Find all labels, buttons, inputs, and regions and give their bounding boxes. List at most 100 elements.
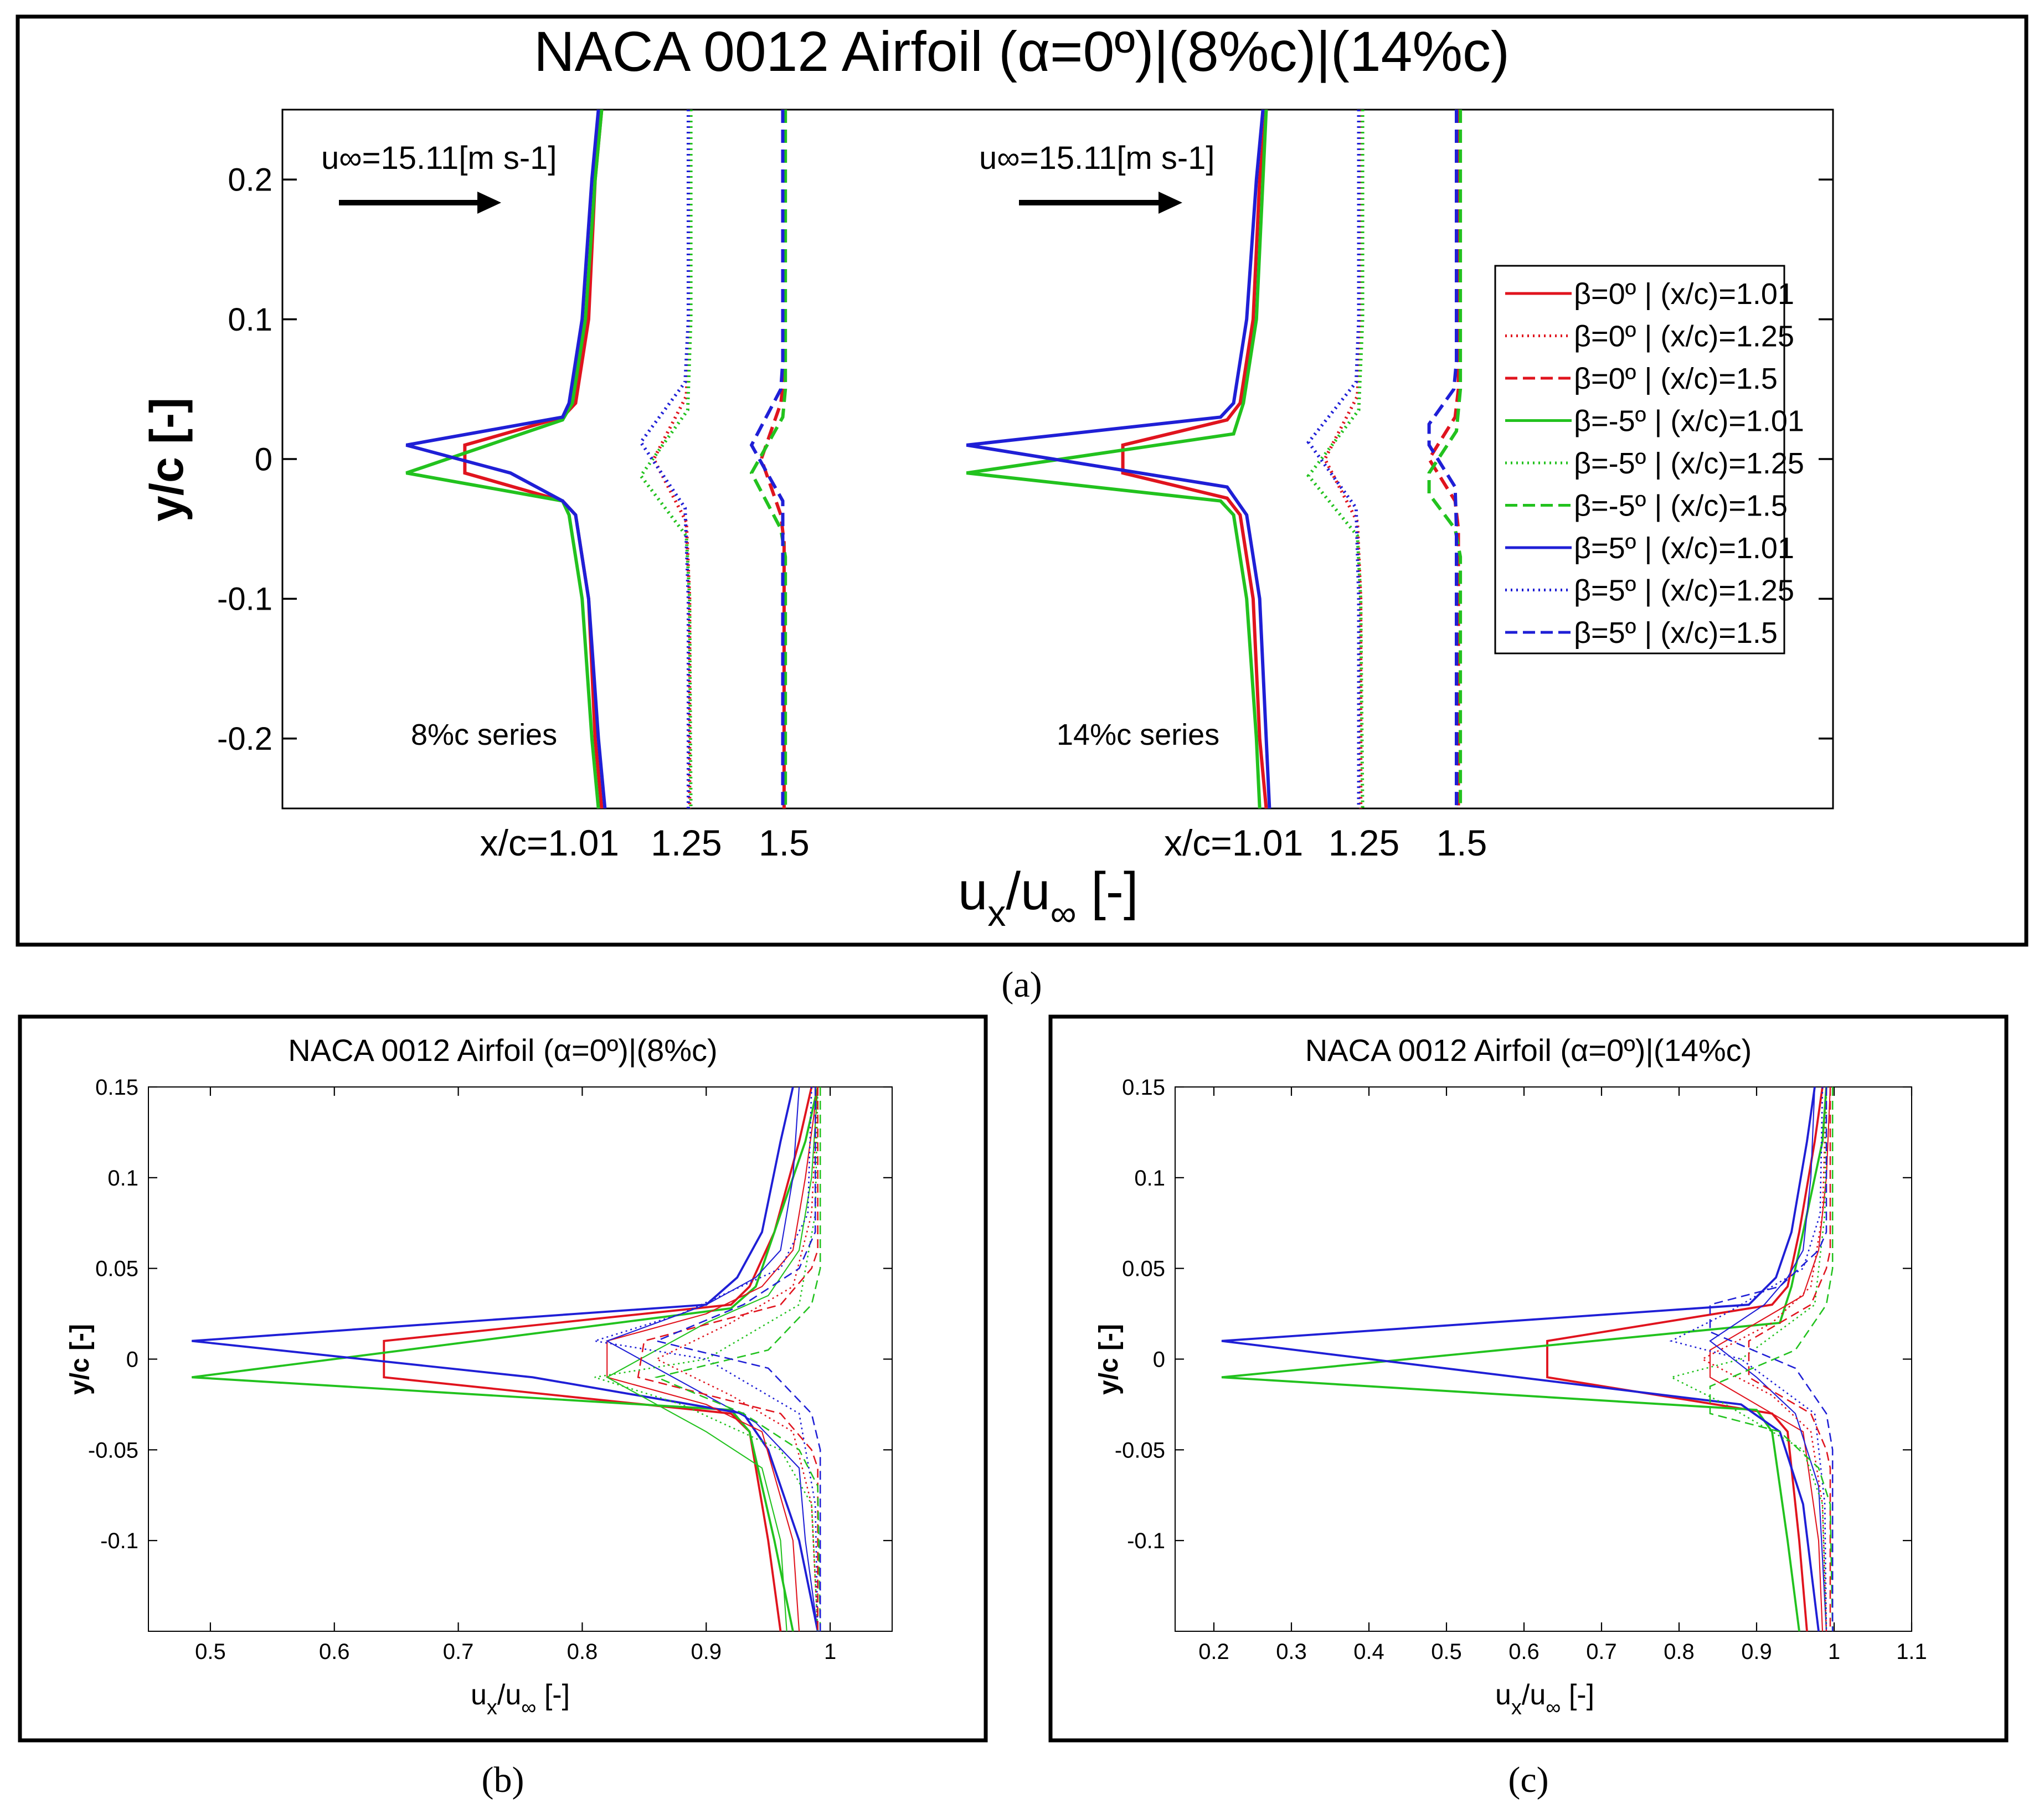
panel-a-series bbox=[405, 110, 1463, 808]
series-line-3 bbox=[192, 1087, 819, 1631]
y-tick-label: 0.15 bbox=[1122, 1075, 1165, 1100]
y-tick-label: -0.05 bbox=[1115, 1438, 1165, 1462]
legend-label-4: β=-5º | (x/c)=1.01 bbox=[1574, 405, 1804, 438]
x-tick-label: 0.6 bbox=[319, 1640, 350, 1664]
series-line-14 bbox=[1306, 110, 1365, 808]
y-tick-label: -0.1 bbox=[100, 1529, 138, 1553]
series-line-9 bbox=[749, 110, 785, 808]
panel-b-x-axis-label: ux/u∞ [-] bbox=[471, 1679, 570, 1719]
panel-b-ticks: 0.15 0.1 0.05 0 -0.05 -0.1 0.5 0.6 0.7 0.8 0.9 1 bbox=[88, 1075, 892, 1664]
freestream-label-right: u∞=15.11[m s-1] bbox=[979, 140, 1215, 176]
series-line-8 bbox=[749, 110, 787, 808]
panel-b: NACA 0012 Airfoil (α=0º)|(8%c) 0.150.10.… bbox=[18, 1014, 988, 1743]
series-line-10 bbox=[1709, 1087, 1834, 1631]
panel-a: NACA 0012 Airfoil (α=0º)|(8%c)|(14%c) 0.… bbox=[16, 14, 2028, 947]
series-line-11 bbox=[654, 1087, 821, 1631]
y-tick-label: -0.1 bbox=[1127, 1529, 1165, 1553]
legend-label-5: β=-5º | (x/c)=1.25 bbox=[1574, 447, 1804, 480]
series-line-11 bbox=[966, 110, 1268, 808]
panel-c-ticks: 0.15 0.1 0.05 0 -0.05 -0.1 0.2 0.3 0.4 0.5 0.6 0.7 0… bbox=[1115, 1075, 1927, 1664]
series-line-15 bbox=[1306, 110, 1361, 808]
panel-a-title: NACA 0012 Airfoil (α=0º)|(8%c)|(14%c) bbox=[534, 20, 1510, 83]
x-tick-label: 0.8 bbox=[1664, 1640, 1695, 1664]
series-line-1 bbox=[383, 1087, 813, 1631]
y-tick-label: 0.15 bbox=[95, 1075, 138, 1100]
x-tick-label: 0.9 bbox=[691, 1640, 722, 1664]
panel-c: NACA 0012 Airfoil (α=0º)|(14%c) 0.15 0.1 0… bbox=[1048, 1014, 2009, 1743]
y-tick-label: 0.1 bbox=[228, 302, 272, 338]
y-tick-label: 0.05 bbox=[1122, 1257, 1165, 1281]
station-label-5: 1.25 bbox=[1329, 822, 1399, 863]
y-tick-label: 0 bbox=[1153, 1348, 1165, 1372]
series-line-12 bbox=[966, 110, 1271, 808]
legend-label-1: β=0º | (x/c)=1.01 bbox=[1574, 277, 1794, 311]
panel-c-label: (c) bbox=[1508, 1760, 1548, 1800]
series-line-9 bbox=[1748, 1087, 1831, 1631]
y-tick-label: 0.2 bbox=[228, 162, 272, 198]
freestream-arrow-right-head bbox=[1159, 192, 1182, 214]
legend-label-7: β=5º | (x/c)=1.01 bbox=[1574, 532, 1794, 565]
series-line-3 bbox=[405, 110, 607, 808]
y-tick-label: 0.1 bbox=[107, 1166, 138, 1191]
x-tick-label: 0.7 bbox=[443, 1640, 474, 1664]
panel-a-y-ticks: 0.2 0.1 0 -0.1 -0.2 bbox=[217, 162, 1833, 757]
legend-label-9: β=5º | (x/c)=1.5 bbox=[1574, 616, 1778, 650]
x-tick-label: 0.3 bbox=[1276, 1640, 1307, 1664]
panel-a-frame bbox=[16, 14, 2028, 947]
panel-b-series bbox=[192, 1087, 821, 1631]
series-line-13 bbox=[1323, 110, 1363, 808]
panel-c-series bbox=[1221, 1087, 1834, 1631]
legend-label-2: β=0º | (x/c)=1.25 bbox=[1574, 320, 1794, 353]
panel-b-label: (b) bbox=[482, 1760, 524, 1800]
x-tick-label: 0.8 bbox=[567, 1640, 598, 1664]
x-tick-label: 0.9 bbox=[1741, 1640, 1772, 1664]
freestream-annotation-right: u∞=15.11[m s-1] bbox=[979, 140, 1215, 214]
panel-a-label: (a) bbox=[1001, 965, 1042, 1005]
station-label-4: x/c=1.01 bbox=[1164, 822, 1303, 863]
y-tick-label: 0.1 bbox=[1134, 1166, 1165, 1191]
x-tick-label: 1.1 bbox=[1896, 1640, 1927, 1664]
station-label-2: 1.25 bbox=[651, 822, 722, 863]
station-label-1: x/c=1.01 bbox=[480, 822, 619, 863]
station-label-6: 1.5 bbox=[1437, 822, 1487, 863]
y-tick-label: 0 bbox=[126, 1348, 138, 1372]
x-tick-label: 1 bbox=[824, 1640, 836, 1664]
series-line-12 bbox=[654, 1087, 821, 1631]
x-tick-label: 0.7 bbox=[1586, 1640, 1617, 1664]
series-line-4 bbox=[652, 110, 692, 808]
x-tick-label: 1 bbox=[1828, 1640, 1840, 1664]
series-line-5 bbox=[1709, 1087, 1827, 1631]
series-line-6 bbox=[605, 1087, 818, 1631]
panel-c-frame bbox=[1048, 1014, 2009, 1743]
panel-b-frame bbox=[18, 1014, 988, 1743]
legend-label-3: β=0º | (x/c)=1.5 bbox=[1574, 362, 1778, 395]
panel-c-y-axis-label: y/c [-] bbox=[1094, 1324, 1124, 1395]
freestream-annotation-left: u∞=15.11[m s-1] bbox=[321, 140, 557, 214]
panel-c-title: NACA 0012 Airfoil (α=0º)|(14%c) bbox=[1305, 1033, 1752, 1068]
series-line-10 bbox=[1121, 110, 1268, 808]
panel-a-station-labels: x/c=1.01 1.25 1.5 x/c=1.01 1.25 1.5 bbox=[480, 822, 1487, 863]
legend-label-8: β=5º | (x/c)=1.25 bbox=[1574, 574, 1794, 607]
x-tick-label: 0.6 bbox=[1508, 1640, 1540, 1664]
legend-box bbox=[1494, 265, 1785, 655]
panel-a-x-axis-label: ux/u∞ [-] bbox=[958, 862, 1139, 934]
panel-a-legend: β=0º | (x/c)=1.01 β=0º | (x/c)=1.25 β=0º |… bbox=[1494, 265, 1804, 655]
series-line-3 bbox=[1221, 1087, 1820, 1631]
panel-b-y-axis-label: y/c [-] bbox=[65, 1324, 95, 1395]
y-tick-label: -0.05 bbox=[88, 1438, 138, 1462]
series-line-5 bbox=[606, 1087, 818, 1631]
y-tick-label: -0.1 bbox=[217, 581, 272, 617]
y-tick-label: 0.05 bbox=[95, 1257, 138, 1281]
panel-c-x-axis-label: ux/u∞ [-] bbox=[1495, 1679, 1594, 1719]
y-tick-label: -0.2 bbox=[217, 721, 272, 757]
series-label-8c: 8%c series bbox=[411, 718, 557, 751]
legend-label-6: β=-5º | (x/c)=1.5 bbox=[1574, 489, 1788, 523]
x-tick-label: 0.2 bbox=[1198, 1640, 1229, 1664]
series-line-10 bbox=[637, 1087, 818, 1631]
series-line-4 bbox=[1709, 1087, 1831, 1631]
x-tick-label: 0.4 bbox=[1353, 1640, 1384, 1664]
series-line-17 bbox=[1427, 110, 1463, 808]
panel-a-y-axis-label: y/c [-] bbox=[141, 398, 193, 522]
series-label-14c: 14%c series bbox=[1057, 718, 1219, 751]
x-tick-label: 0.5 bbox=[195, 1640, 226, 1664]
